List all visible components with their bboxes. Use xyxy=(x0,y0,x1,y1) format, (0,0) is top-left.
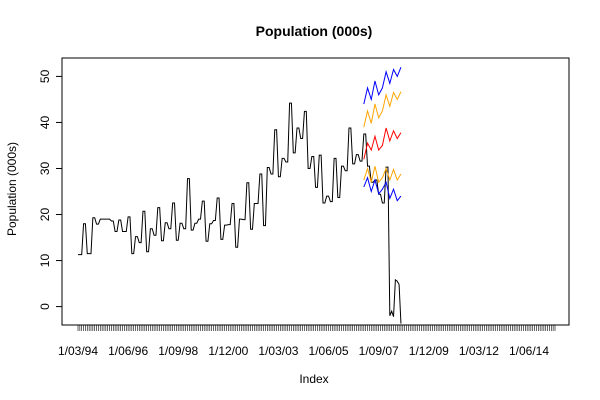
y-tick-label-3: 30 xyxy=(38,161,52,175)
x-axis-label: Index xyxy=(299,372,328,386)
y-tick-label-0: 0 xyxy=(38,303,52,310)
x-tick-label-3: 1/12/00 xyxy=(208,344,248,358)
y-tick-label-5: 50 xyxy=(38,69,52,83)
x-tick-label-8: 1/03/12 xyxy=(459,344,499,358)
y-tick-label-2: 20 xyxy=(38,208,52,222)
series-line-2 xyxy=(363,91,402,128)
x-tick-label-2: 1/09/98 xyxy=(158,344,198,358)
series-line-1 xyxy=(363,127,402,160)
x-tick-label-6: 1/09/07 xyxy=(359,344,399,358)
y-tick-label-4: 40 xyxy=(38,115,52,129)
y-axis-label: Population (000s) xyxy=(5,142,19,236)
series-line-3 xyxy=(363,166,402,184)
x-tick-label-0: 1/03/94 xyxy=(58,344,98,358)
x-tick-label-1: 1/06/96 xyxy=(108,344,148,358)
x-tick-label-9: 1/06/14 xyxy=(509,344,549,358)
series-line-0 xyxy=(78,102,402,324)
series-line-4 xyxy=(363,67,402,105)
series-line-5 xyxy=(363,176,402,202)
chart-title: Population (000s) xyxy=(256,23,373,39)
plot-frame xyxy=(61,57,570,326)
x-tick-label-5: 1/06/05 xyxy=(309,344,349,358)
x-tick-label-4: 1/03/03 xyxy=(258,344,298,358)
x-tick-label-7: 1/12/09 xyxy=(409,344,449,358)
y-tick-label-1: 10 xyxy=(38,254,52,268)
